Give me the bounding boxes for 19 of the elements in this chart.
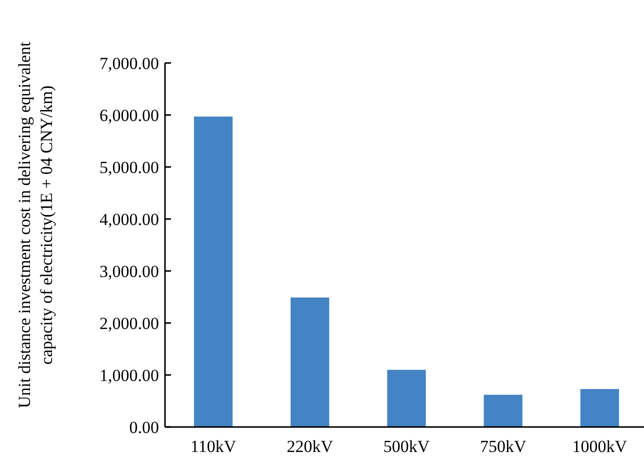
y-tick-label: 3,000.00 (100, 262, 159, 281)
bar (580, 389, 620, 427)
y-tick-label: 4,000.00 (100, 210, 159, 229)
x-tick-label: 750kV (480, 437, 527, 456)
bar (194, 116, 233, 427)
x-tick-label: 500kV (383, 437, 430, 456)
x-tick-label: 1000kV (572, 437, 628, 456)
y-tick-label: 1,000.00 (100, 366, 159, 385)
x-tick-label: 110kV (190, 437, 237, 456)
y-tick-label: 7,000.00 (100, 54, 159, 73)
y-axis-title: Unit distance investment cost in delivering equivalent capacity of electricity(1E + 04 CNY/km) (15, 42, 56, 408)
y-tick-label: 6,000.00 (100, 106, 159, 125)
y-tick-label: 0.00 (129, 418, 159, 437)
y-tick-label: 2,000.00 (100, 314, 159, 333)
bar (290, 298, 330, 427)
y-tick-label: 5,000.00 (100, 158, 159, 177)
x-tick-label: 220kV (286, 437, 334, 456)
bar (387, 370, 426, 427)
bar (484, 394, 522, 427)
